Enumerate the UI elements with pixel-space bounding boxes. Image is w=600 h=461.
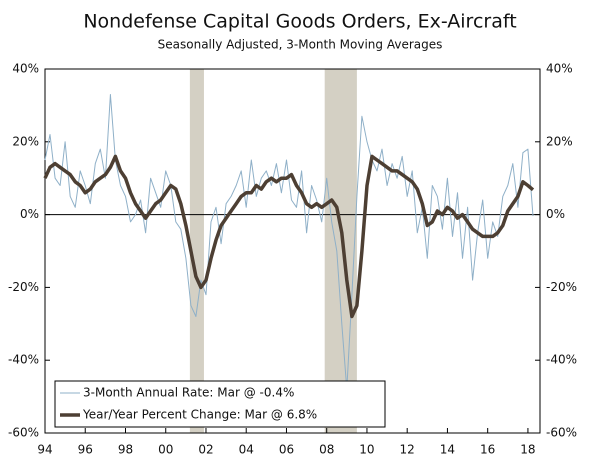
x-tick-label: 14	[440, 443, 455, 457]
y2-tick-label: 20%	[546, 134, 573, 148]
y2-tick-label: 40%	[546, 62, 573, 76]
y2-tick-label: -40%	[546, 353, 577, 367]
x-tick-label: 12	[400, 443, 415, 457]
y-tick-label: 0%	[20, 207, 39, 221]
chart-subtitle: Seasonally Adjusted, 3-Month Moving Aver…	[158, 38, 443, 52]
y-tick-label: 20%	[12, 134, 39, 148]
plot-frame	[44, 68, 541, 434]
y-tick-label: -20%	[8, 280, 39, 294]
x-tick-label: 18	[520, 443, 535, 457]
x-tick-label: 98	[118, 443, 133, 457]
legend-label: Year/Year Percent Change: Mar @ 6.8%	[82, 408, 317, 422]
x-tick-label: 16	[480, 443, 495, 457]
series-line	[43, 154, 535, 319]
legend: 3-Month Annual Rate: Mar @ -0.4% Year/Yea…	[54, 380, 386, 428]
series-line	[44, 94, 534, 390]
x-tick-label: 02	[198, 443, 213, 457]
recession-shade	[324, 69, 357, 433]
x-tick-label: 08	[319, 443, 334, 457]
x-tick-label: 94	[37, 443, 52, 457]
x-tick-label: 10	[359, 443, 374, 457]
y2-tick-label: -60%	[546, 426, 577, 440]
recession-shade	[189, 69, 204, 433]
x-tick-label: 00	[158, 443, 173, 457]
legend-label: 3-Month Annual Rate: Mar @ -0.4%	[83, 386, 294, 400]
y-tick-label: 40%	[12, 62, 39, 76]
x-tick-label: 04	[239, 443, 254, 457]
y-tick-label: -40%	[8, 353, 39, 367]
y2-tick-label: -20%	[546, 280, 577, 294]
y-tick-label: -60%	[8, 426, 39, 440]
chart-title: Nondefense Capital Goods Orders, Ex-Airc…	[83, 11, 516, 33]
legend-box	[54, 380, 386, 428]
x-tick-label: 96	[78, 443, 93, 457]
x-tick-label: 06	[279, 443, 294, 457]
y2-tick-label: 0%	[546, 207, 565, 221]
